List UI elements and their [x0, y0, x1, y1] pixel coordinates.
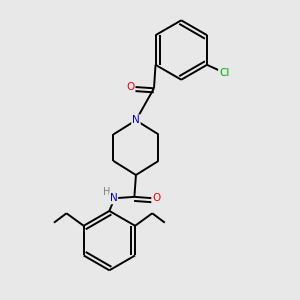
Text: H: H: [103, 187, 111, 196]
Text: N: N: [110, 194, 117, 203]
Text: O: O: [126, 82, 135, 92]
Text: N: N: [132, 115, 140, 125]
Text: Cl: Cl: [219, 68, 229, 78]
Text: O: O: [152, 194, 160, 203]
